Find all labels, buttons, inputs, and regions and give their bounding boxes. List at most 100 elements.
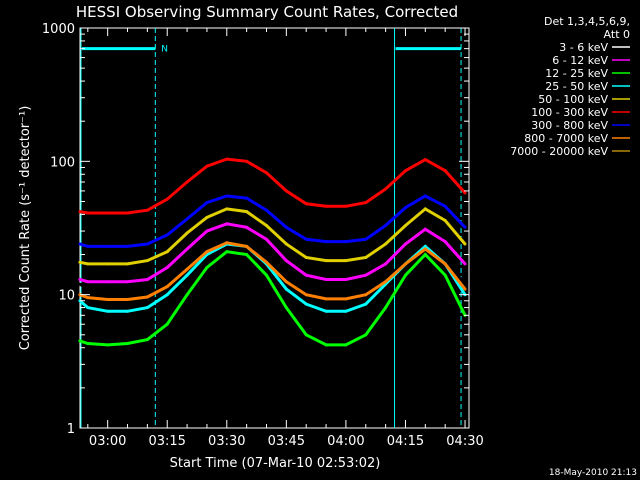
- series-point: [324, 240, 328, 244]
- series-point: [443, 273, 447, 277]
- series-point: [145, 259, 149, 263]
- series-point: [423, 247, 427, 251]
- series-point: [225, 194, 229, 198]
- series-point: [106, 262, 110, 266]
- series-point: [225, 222, 229, 226]
- series-point: [165, 233, 169, 237]
- x-tick-label: 04:00: [327, 434, 364, 449]
- series-point: [205, 164, 209, 168]
- series-point: [106, 298, 110, 301]
- series-point: [205, 201, 209, 205]
- y-axis-label: Corrected Count Rate (s⁻¹ detector⁻¹): [18, 106, 33, 351]
- series-point: [86, 244, 90, 248]
- series-point: [344, 259, 348, 263]
- series-point: [404, 206, 407, 210]
- series-point: [126, 211, 129, 215]
- series-point: [225, 207, 229, 211]
- series-point: [86, 287, 90, 291]
- y-tick-label: 1000: [42, 22, 75, 37]
- series-point: [423, 242, 427, 246]
- y-tick-label: 100: [50, 155, 75, 170]
- series-point: [324, 259, 328, 263]
- series-point: [324, 297, 328, 301]
- series-point: [126, 342, 129, 345]
- series-point: [145, 338, 149, 342]
- series-point: [443, 169, 447, 173]
- series-point: [245, 159, 249, 163]
- series-point: [364, 256, 368, 259]
- x-tick-label: 03:00: [89, 434, 126, 449]
- series-point: [265, 171, 268, 175]
- series-point: [145, 306, 149, 310]
- series-point: [78, 299, 82, 303]
- series-point: [78, 210, 82, 214]
- series-point: [78, 339, 82, 343]
- series-point: [126, 244, 129, 248]
- series-point: [225, 250, 229, 254]
- series-point: [78, 242, 82, 246]
- series-point: [364, 293, 368, 297]
- series-point: [364, 302, 368, 306]
- series-point: [225, 241, 229, 245]
- series-point: [145, 278, 149, 281]
- series-point: [304, 202, 308, 206]
- series-point: [324, 309, 328, 313]
- series-point: [364, 237, 368, 241]
- series-point: [384, 187, 388, 191]
- y-tick-label: 1: [67, 422, 75, 437]
- series-point: [423, 194, 427, 198]
- series-point: [304, 237, 308, 241]
- series-point: [165, 285, 169, 289]
- series-point: [165, 322, 169, 326]
- series-point: [423, 207, 427, 211]
- series-point: [265, 208, 268, 212]
- series-point: [86, 296, 90, 300]
- series-point: [126, 309, 129, 313]
- series-point: [304, 302, 308, 306]
- series-point: [245, 225, 249, 229]
- series-point: [463, 287, 467, 291]
- series-point: [78, 282, 82, 286]
- x-tick-label: 03:30: [208, 434, 245, 449]
- series-point: [284, 287, 288, 291]
- series-point: [185, 267, 189, 271]
- series-point: [165, 293, 169, 297]
- series-point: [384, 224, 388, 227]
- series-point: [245, 244, 249, 248]
- series-point: [78, 278, 82, 281]
- series-point: [205, 215, 209, 219]
- series-point: [106, 293, 110, 297]
- series-point: [364, 201, 368, 205]
- series-point: [304, 333, 308, 337]
- series-point: [265, 273, 268, 277]
- series-point: [165, 266, 169, 269]
- series-point: [86, 342, 90, 345]
- series-point: [344, 309, 348, 313]
- series-point: [106, 309, 110, 313]
- series-point: [463, 282, 467, 286]
- legend-label: 3 - 6 keV: [559, 41, 608, 54]
- series-point: [423, 244, 427, 248]
- series-point: [404, 273, 407, 277]
- series-point: [86, 262, 90, 266]
- series-point: [364, 273, 368, 277]
- x-tick-label: 03:45: [268, 434, 305, 449]
- series-point: [205, 250, 209, 254]
- series-point: [185, 273, 189, 277]
- series-point: [364, 333, 368, 337]
- series-point: [185, 217, 189, 221]
- series-point: [245, 196, 249, 200]
- series-point: [384, 280, 388, 284]
- series-point: [344, 278, 348, 281]
- series-point: [106, 280, 110, 284]
- series-point: [463, 242, 467, 246]
- series-point: [463, 225, 467, 229]
- series-point: [165, 197, 169, 201]
- series-point: [423, 253, 427, 256]
- series-point: [423, 158, 427, 162]
- series-point: [106, 244, 110, 248]
- series-point: [145, 208, 149, 212]
- y-tick-label: 10: [58, 289, 75, 304]
- series-point: [304, 293, 308, 297]
